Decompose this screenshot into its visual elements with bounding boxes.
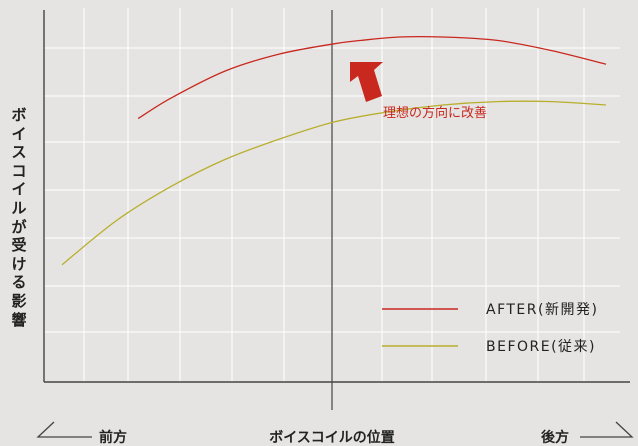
improvement-arrow	[350, 62, 383, 102]
annotation-text: 理想の方向に改善	[383, 105, 487, 121]
y-axis-label-char: が	[11, 217, 27, 236]
series-line-after	[137, 35, 607, 120]
y-axis-label-char: 影	[11, 291, 27, 310]
rear-direction-stroke	[580, 421, 634, 438]
y-axis-label-char: る	[11, 273, 27, 292]
front-direction-stroke	[36, 421, 92, 438]
y-axis-label-char: 受	[11, 236, 27, 255]
y-axis-label-char: イ	[11, 180, 27, 199]
y-axis-label-char: コ	[11, 161, 27, 180]
series-line-before	[61, 100, 607, 266]
y-axis-label-char: ス	[11, 143, 27, 162]
y-axis-label-char: け	[11, 254, 27, 273]
x-axis-label: ボイスコイルの位置	[269, 429, 395, 446]
y-axis-label-char: 響	[11, 310, 27, 329]
y-axis-label-char: イ	[11, 124, 27, 143]
x-label-front: 前方	[99, 429, 127, 446]
legend-label-before: BEFORE(従来)	[486, 339, 596, 355]
y-axis-label-char: ル	[11, 198, 27, 217]
x-label-rear: 後方	[541, 429, 569, 446]
y-axis-label: ボイスコイルが受ける影響	[8, 106, 30, 329]
legend-label-after: AFTER(新開発)	[486, 302, 598, 318]
y-axis-label-char: ボ	[11, 106, 27, 124]
